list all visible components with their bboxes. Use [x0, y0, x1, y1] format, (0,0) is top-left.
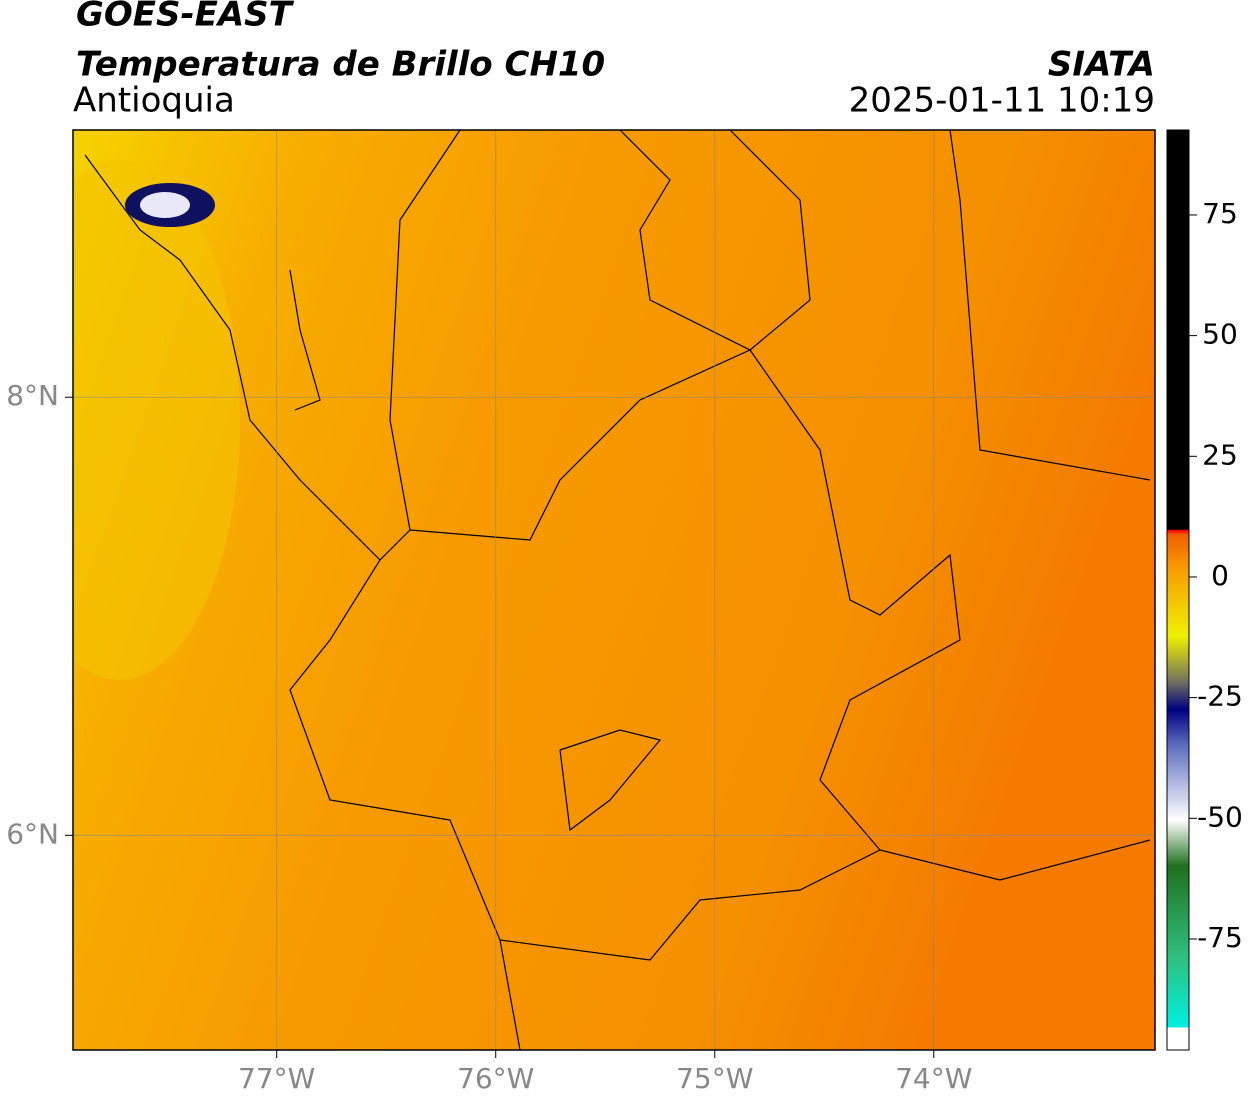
y-tick-label: 8°N: [6, 379, 59, 412]
colorbar-tick-label: -25: [1197, 680, 1243, 713]
map-frame: [72, 129, 1156, 1051]
map-image: [73, 130, 1155, 1050]
x-tick-label: 75°W: [676, 1062, 753, 1095]
colorbar-tick-label: -50: [1197, 800, 1243, 833]
colorbar-tick-label: 0: [1211, 559, 1229, 592]
colorbar: [1166, 129, 1190, 1051]
datetime: 2025-01-11 10:19: [849, 81, 1155, 121]
x-tick-label: 76°W: [457, 1062, 534, 1095]
region: Antioquia: [73, 81, 235, 121]
colorbar-tick-label: 75: [1202, 197, 1238, 230]
subtitle: Temperatura de Brillo CH10: [76, 45, 605, 85]
x-tick-label: 77°W: [238, 1062, 315, 1095]
colorbar-tick-label: 50: [1202, 318, 1238, 351]
colorbar-tick-label: 25: [1202, 438, 1238, 471]
colorbar-tick-label: -75: [1197, 921, 1243, 954]
source: SIATA: [1048, 45, 1155, 85]
title: GOES-EAST: [76, 0, 295, 35]
y-tick-label: 6°N: [6, 817, 59, 850]
x-tick-label: 74°W: [895, 1062, 972, 1095]
